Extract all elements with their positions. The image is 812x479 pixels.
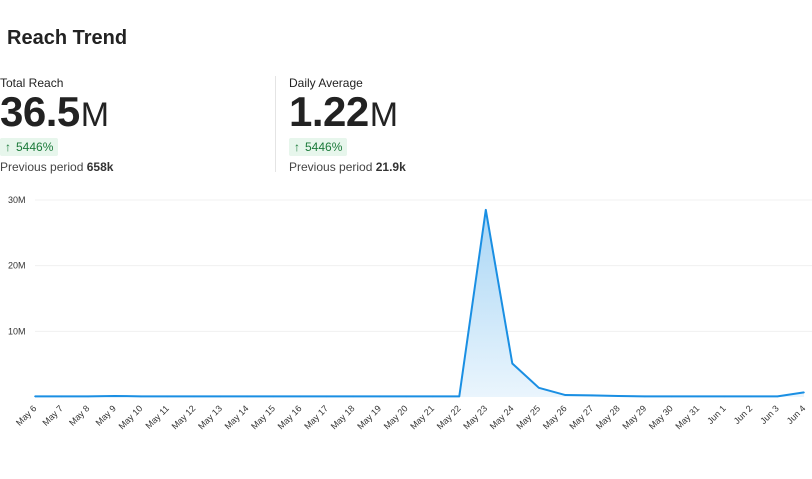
data-point	[60, 395, 63, 398]
x-tick-label: May 23	[461, 403, 489, 431]
data-point	[113, 395, 116, 397]
y-tick-label: 10M	[8, 326, 26, 336]
x-tick-label: May 6	[14, 403, 38, 427]
previous-label: Previous period	[289, 160, 373, 174]
x-tick-label: May 21	[408, 403, 436, 431]
data-point	[723, 395, 726, 398]
x-tick-label: May 31	[673, 403, 701, 431]
data-point	[670, 395, 673, 398]
arrow-up-icon: ↑	[5, 140, 11, 154]
x-tick-label: May 20	[382, 403, 410, 431]
x-tick-label: May 30	[647, 403, 675, 431]
change-value: 5446%	[305, 140, 343, 154]
change-badge: ↑ 5446%	[0, 138, 59, 156]
data-point	[166, 395, 169, 398]
series-line	[35, 208, 805, 398]
data-point	[564, 394, 567, 396]
data-point	[299, 395, 301, 398]
stat-label: Total Reach	[0, 76, 64, 90]
stat-unit: M	[80, 96, 110, 134]
x-tick-label: Jun 2	[732, 403, 755, 426]
y-tick-label: 30M	[8, 195, 26, 205]
previous-value: 658k	[86, 160, 114, 174]
data-point	[617, 395, 620, 397]
x-tick-label: Jun 4	[785, 403, 808, 426]
y-axis: 10M 20M 30M	[8, 195, 26, 336]
stat-divider	[275, 76, 276, 172]
chart-series	[34, 208, 805, 398]
stat-number: 1.22	[289, 88, 369, 135]
y-tick-label: 20M	[8, 261, 26, 271]
x-tick-label: May 26	[541, 403, 569, 431]
series-area	[35, 209, 804, 397]
stat-value: 36.5M	[0, 91, 113, 135]
x-tick-label: May 14	[223, 403, 251, 431]
data-point	[697, 395, 699, 398]
data-point	[484, 209, 487, 211]
stat-daily-average: Daily Average 1.22M ↑ 5446% Previous peri…	[289, 76, 406, 174]
x-tick-label: May 13	[196, 403, 224, 431]
previous-period: Previous period 658k	[0, 160, 113, 174]
x-tick-label: Jun 3	[758, 403, 781, 426]
previous-value: 21.9k	[375, 160, 406, 174]
x-tick-label: May 24	[488, 403, 516, 431]
x-tick-label: May 7	[41, 403, 65, 427]
data-point	[246, 395, 248, 398]
arrow-up-icon: ↑	[294, 140, 300, 154]
data-point	[803, 391, 805, 394]
x-tick-label: May 27	[567, 403, 595, 431]
x-tick-label: May 22	[435, 403, 463, 431]
previous-period: Previous period 21.9k	[289, 160, 406, 174]
stat-label: Daily Average	[289, 76, 363, 90]
x-tick-label: May 12	[170, 403, 198, 431]
data-point	[644, 395, 646, 398]
x-tick-label: May 10	[117, 403, 145, 431]
data-point	[272, 395, 275, 398]
data-point	[511, 362, 514, 365]
x-tick-label: May 17	[302, 403, 330, 431]
x-tick-label: May 19	[355, 403, 383, 431]
data-point	[325, 395, 328, 398]
data-point	[193, 395, 195, 398]
data-point	[405, 395, 408, 398]
x-tick-label: May 8	[67, 403, 91, 427]
x-tick-label: Jun 1	[705, 403, 728, 426]
chart-grid	[35, 199, 812, 332]
x-tick-label: May 15	[249, 403, 277, 431]
x-tick-label: May 28	[594, 403, 622, 431]
data-point	[378, 395, 381, 398]
previous-label: Previous period	[0, 160, 84, 174]
data-point	[140, 395, 142, 398]
data-point	[776, 395, 779, 398]
x-tick-label: May 11	[144, 403, 171, 430]
x-tick-label: May 9	[94, 403, 118, 427]
data-point	[750, 395, 752, 398]
change-value: 5446%	[16, 140, 54, 154]
data-point	[458, 395, 461, 398]
data-point	[591, 394, 593, 397]
data-point	[431, 395, 434, 398]
data-point	[352, 395, 355, 398]
stat-value: 1.22M	[289, 91, 406, 135]
data-point	[34, 395, 36, 398]
x-tick-label: May 16	[276, 403, 304, 431]
change-badge: ↑ 5446%	[289, 138, 348, 156]
page-title: Reach Trend	[7, 27, 128, 49]
stat-number: 36.5	[0, 88, 80, 135]
x-tick-label: May 29	[620, 403, 648, 431]
x-tick-label: May 25	[514, 403, 542, 431]
data-point	[87, 395, 89, 398]
stat-total-reach: Total Reach 36.5M ↑ 5446% Previous period…	[0, 76, 113, 174]
data-point	[219, 395, 222, 398]
data-point	[538, 387, 540, 389]
stat-unit: M	[369, 96, 399, 134]
x-tick-label: May 18	[329, 403, 357, 431]
